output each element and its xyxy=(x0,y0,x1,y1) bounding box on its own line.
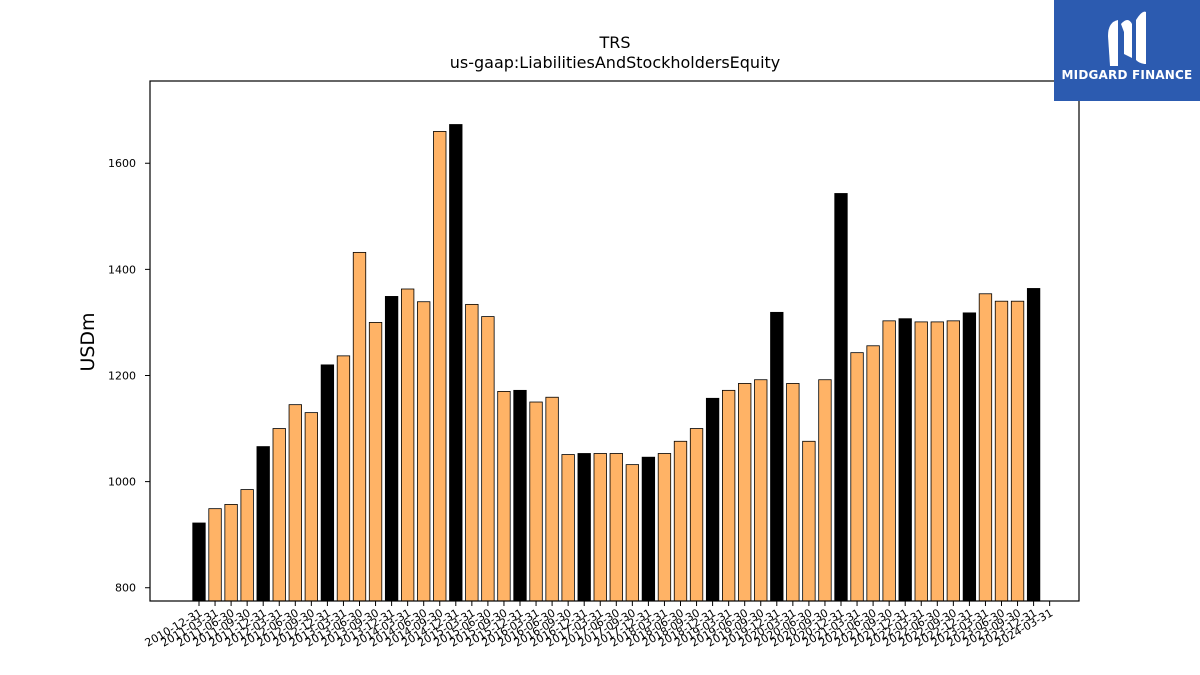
bar xyxy=(978,293,993,602)
bar xyxy=(497,391,511,602)
bar xyxy=(818,379,832,602)
bar xyxy=(722,389,736,602)
y-tick-label: 1400 xyxy=(108,263,136,276)
bar xyxy=(433,131,447,602)
bar xyxy=(336,355,351,602)
bar xyxy=(593,453,607,602)
bar xyxy=(256,446,270,602)
brand-name: MIDGARD FINANCE xyxy=(1061,68,1193,82)
bar xyxy=(288,404,302,602)
bar xyxy=(898,318,912,602)
bar xyxy=(384,296,399,602)
bar xyxy=(786,383,800,602)
bar xyxy=(465,303,479,602)
y-tick-label: 1600 xyxy=(108,157,136,170)
bar xyxy=(224,504,238,602)
bar xyxy=(545,396,559,602)
bar xyxy=(705,397,720,602)
bar xyxy=(449,124,463,602)
bar xyxy=(882,320,896,602)
bar xyxy=(641,456,656,602)
bar xyxy=(192,522,206,602)
plot-frame xyxy=(149,80,1080,602)
bar xyxy=(738,383,752,602)
bar xyxy=(625,464,639,602)
bar xyxy=(834,193,848,602)
chart-title: TRS xyxy=(598,33,630,52)
bar xyxy=(754,379,768,602)
bar xyxy=(962,312,977,602)
bar xyxy=(673,440,688,602)
bar xyxy=(352,251,367,602)
bar xyxy=(240,489,254,602)
bar xyxy=(577,453,591,602)
bar xyxy=(561,454,575,602)
bar xyxy=(946,320,960,602)
bars-group xyxy=(192,124,1041,602)
bar xyxy=(770,311,784,602)
bar xyxy=(914,321,928,602)
x-axis: 2010-12-312011-03-312011-06-302011-09-30… xyxy=(143,601,1055,650)
bar xyxy=(400,288,415,602)
bar xyxy=(994,300,1009,602)
bar xyxy=(368,322,383,602)
brand-logo: MIDGARD FINANCE xyxy=(1054,0,1200,101)
bar xyxy=(208,508,222,602)
chart-subtitle: us-gaap:LiabilitiesAndStockholdersEquity xyxy=(450,53,781,72)
bar xyxy=(930,321,944,602)
bar xyxy=(1026,288,1041,602)
y-tick-label: 1000 xyxy=(108,476,136,489)
bar xyxy=(802,440,816,602)
bar xyxy=(689,428,704,602)
bar xyxy=(417,301,431,602)
bar xyxy=(609,453,623,602)
y-axis-label: USDm xyxy=(77,312,99,371)
brand-mark-icon xyxy=(1108,11,1146,66)
bar xyxy=(866,345,880,602)
y-axis: 800 1000 1200 1400 1600 xyxy=(108,157,150,595)
bar xyxy=(481,316,495,602)
bar xyxy=(304,412,319,602)
bar xyxy=(320,364,335,602)
y-tick-label: 800 xyxy=(115,582,136,595)
y-tick-label: 1200 xyxy=(108,369,136,382)
bar xyxy=(1010,300,1025,602)
bar xyxy=(850,352,864,602)
bar xyxy=(657,453,672,602)
bar xyxy=(513,389,527,602)
bar xyxy=(529,401,543,602)
bar xyxy=(272,428,286,602)
